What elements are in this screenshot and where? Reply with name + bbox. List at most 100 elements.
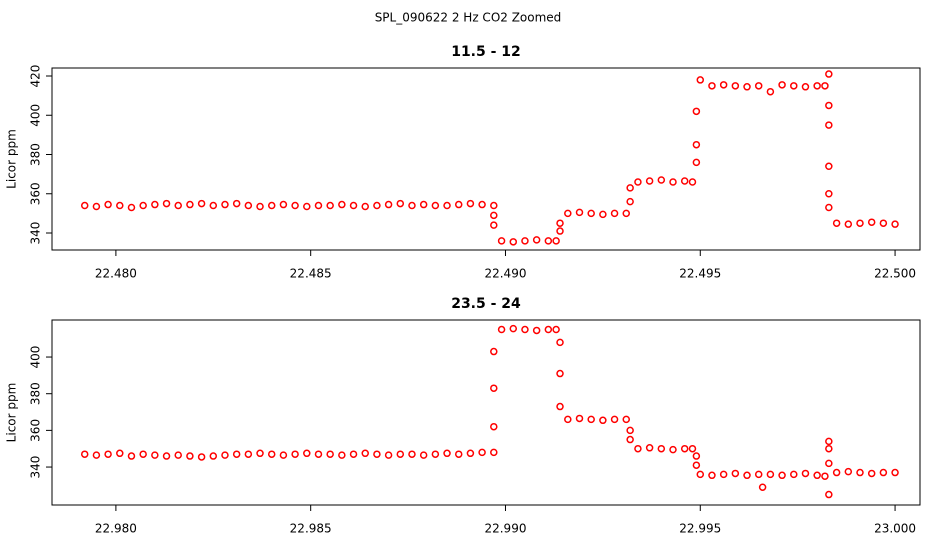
data-point (314, 201, 323, 210)
data-point (291, 201, 299, 210)
data-point (443, 449, 451, 458)
data-point (825, 203, 833, 212)
data-point (244, 450, 253, 458)
data-point (832, 219, 841, 227)
data-point (645, 177, 654, 185)
y-tick-label: 340 (29, 456, 43, 479)
data-point (361, 449, 369, 458)
data-point (825, 162, 833, 171)
data-point (80, 450, 89, 458)
data-point (232, 199, 241, 208)
data-point (349, 201, 358, 210)
x-tick-label: 22.485 (290, 267, 332, 281)
data-point (813, 82, 821, 90)
x-tick-label: 22.490 (484, 267, 526, 281)
plot-box (51, 67, 921, 251)
data-point (758, 483, 767, 491)
data-point (256, 449, 264, 458)
data-point (575, 414, 584, 423)
data-point (825, 444, 833, 453)
data-point (544, 325, 553, 334)
data-point (104, 200, 112, 209)
data-point (396, 450, 405, 458)
data-point (490, 211, 498, 220)
data-point (556, 227, 564, 235)
data-point (478, 200, 486, 209)
data-point (431, 201, 440, 210)
data-point (338, 451, 346, 459)
y-tick-label: 340 (29, 222, 43, 245)
data-point (221, 451, 229, 459)
data-point (825, 190, 833, 198)
data-point (497, 325, 506, 334)
data-point (719, 81, 728, 89)
data-point (232, 450, 241, 458)
data-point (778, 81, 786, 89)
data-point (408, 201, 416, 210)
data-point (556, 338, 564, 347)
data-point (419, 200, 428, 209)
data-point (626, 184, 634, 192)
data-point (622, 415, 631, 424)
data-point (867, 469, 876, 478)
data-point (575, 208, 584, 217)
data-point (361, 202, 369, 211)
data-point (626, 197, 634, 206)
data-point (303, 202, 311, 211)
data-point (891, 468, 899, 477)
data-point (821, 472, 829, 480)
data-point (587, 415, 595, 424)
data-point (186, 452, 194, 460)
data-point (790, 82, 798, 90)
data-point (408, 450, 416, 458)
data-point (552, 237, 560, 245)
data-point (626, 435, 634, 444)
data-point (825, 437, 833, 446)
data-point (303, 449, 311, 458)
data-point (844, 467, 853, 476)
data-point (790, 470, 798, 479)
plot-box (51, 319, 921, 506)
data-point (338, 200, 346, 209)
data-point (151, 451, 159, 459)
data-point (521, 237, 529, 245)
data-point (743, 471, 751, 480)
data-point (454, 200, 463, 209)
data-point (490, 384, 498, 392)
panel-title: 11.5 - 12 (451, 44, 521, 60)
data-point (778, 471, 786, 480)
data-point (532, 236, 541, 244)
data-point (801, 83, 810, 91)
data-point (314, 450, 323, 458)
data-point (116, 201, 124, 210)
data-point (291, 450, 299, 458)
data-point (821, 82, 829, 90)
data-point (80, 201, 89, 210)
y-axis-label: Licor ppm (5, 129, 19, 189)
data-point (891, 220, 899, 228)
x-tick-label: 23.000 (874, 522, 916, 536)
data-point (657, 444, 666, 453)
data-point (221, 200, 229, 209)
data-point (162, 199, 171, 208)
data-point (116, 449, 124, 458)
y-axis-label: Licor ppm (5, 383, 19, 443)
data-point (151, 200, 159, 209)
x-tick-label: 22.495 (679, 267, 721, 281)
data-point (490, 347, 498, 356)
data-point (731, 82, 740, 90)
data-point (766, 470, 775, 479)
y-tick-label: 400 (29, 346, 43, 369)
data-point (556, 402, 564, 411)
data-point (610, 209, 619, 218)
data-point (634, 178, 642, 186)
data-point (349, 450, 358, 458)
data-point (680, 177, 689, 185)
data-point (396, 199, 405, 208)
data-point (708, 471, 716, 480)
data-point (544, 237, 553, 245)
data-point (556, 369, 564, 378)
data-point (813, 471, 821, 480)
data-point (197, 453, 206, 461)
